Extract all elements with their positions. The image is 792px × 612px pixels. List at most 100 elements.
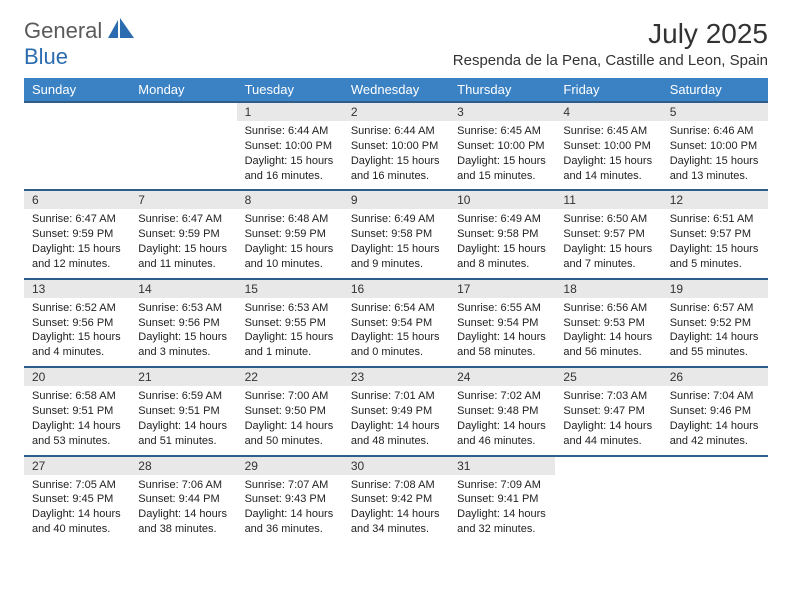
daylight-line: Daylight: 14 hours and 46 minutes. (457, 419, 547, 449)
day-content-cell (130, 121, 236, 190)
daylight-line: Daylight: 14 hours and 50 minutes. (245, 419, 335, 449)
sunrise-line: Sunrise: 6:53 AM (245, 301, 335, 316)
sunrise-line: Sunrise: 6:53 AM (138, 301, 228, 316)
logo-sail-icon (108, 18, 134, 38)
day-number-cell (662, 456, 768, 475)
day-number-cell: 2 (343, 102, 449, 121)
day-number-cell: 25 (555, 367, 661, 386)
calendar-table: Sunday Monday Tuesday Wednesday Thursday… (24, 78, 768, 543)
day-content-cell: Sunrise: 7:04 AMSunset: 9:46 PMDaylight:… (662, 386, 768, 455)
day-header: Sunday (24, 78, 130, 102)
day-number-cell: 14 (130, 279, 236, 298)
sunset-line: Sunset: 9:54 PM (457, 316, 547, 331)
day-content-cell: Sunrise: 6:44 AMSunset: 10:00 PMDaylight… (343, 121, 449, 190)
sunset-line: Sunset: 9:53 PM (563, 316, 653, 331)
content-row: Sunrise: 6:44 AMSunset: 10:00 PMDaylight… (24, 121, 768, 190)
day-header: Saturday (662, 78, 768, 102)
sunrise-line: Sunrise: 7:07 AM (245, 478, 335, 493)
sunset-line: Sunset: 9:57 PM (670, 227, 760, 242)
sunset-line: Sunset: 9:56 PM (138, 316, 228, 331)
day-content-cell: Sunrise: 6:53 AMSunset: 9:56 PMDaylight:… (130, 298, 236, 367)
daylight-line: Daylight: 15 hours and 13 minutes. (670, 154, 760, 184)
sunrise-line: Sunrise: 6:47 AM (32, 212, 122, 227)
day-content-cell: Sunrise: 6:55 AMSunset: 9:54 PMDaylight:… (449, 298, 555, 367)
daylight-line: Daylight: 15 hours and 10 minutes. (245, 242, 335, 272)
sunset-line: Sunset: 9:55 PM (245, 316, 335, 331)
day-content-cell: Sunrise: 6:50 AMSunset: 9:57 PMDaylight:… (555, 209, 661, 278)
sunset-line: Sunset: 10:00 PM (457, 139, 547, 154)
day-number-cell: 27 (24, 456, 130, 475)
daylight-line: Daylight: 14 hours and 38 minutes. (138, 507, 228, 537)
day-content-cell: Sunrise: 6:46 AMSunset: 10:00 PMDaylight… (662, 121, 768, 190)
content-row: Sunrise: 6:58 AMSunset: 9:51 PMDaylight:… (24, 386, 768, 455)
day-number-cell: 28 (130, 456, 236, 475)
day-content-cell: Sunrise: 7:03 AMSunset: 9:47 PMDaylight:… (555, 386, 661, 455)
sunset-line: Sunset: 9:58 PM (457, 227, 547, 242)
sunrise-line: Sunrise: 6:45 AM (457, 124, 547, 139)
day-header: Wednesday (343, 78, 449, 102)
header: General Blue July 2025 Respenda de la Pe… (24, 18, 768, 70)
daylight-line: Daylight: 15 hours and 5 minutes. (670, 242, 760, 272)
day-number-cell: 4 (555, 102, 661, 121)
sunset-line: Sunset: 9:51 PM (138, 404, 228, 419)
sunrise-line: Sunrise: 6:55 AM (457, 301, 547, 316)
day-number-cell: 16 (343, 279, 449, 298)
sunrise-line: Sunrise: 7:01 AM (351, 389, 441, 404)
day-content-cell: Sunrise: 6:56 AMSunset: 9:53 PMDaylight:… (555, 298, 661, 367)
sunset-line: Sunset: 9:57 PM (563, 227, 653, 242)
sunrise-line: Sunrise: 6:50 AM (563, 212, 653, 227)
daylight-line: Daylight: 14 hours and 42 minutes. (670, 419, 760, 449)
day-number-cell: 6 (24, 190, 130, 209)
logo-text-blue: Blue (24, 44, 68, 69)
daylight-line: Daylight: 15 hours and 3 minutes. (138, 330, 228, 360)
sunset-line: Sunset: 9:51 PM (32, 404, 122, 419)
sunset-line: Sunset: 9:44 PM (138, 492, 228, 507)
daylight-line: Daylight: 15 hours and 15 minutes. (457, 154, 547, 184)
day-content-cell: Sunrise: 7:05 AMSunset: 9:45 PMDaylight:… (24, 475, 130, 543)
sunset-line: Sunset: 10:00 PM (563, 139, 653, 154)
day-content-cell: Sunrise: 7:08 AMSunset: 9:42 PMDaylight:… (343, 475, 449, 543)
day-number-cell: 8 (237, 190, 343, 209)
sunrise-line: Sunrise: 7:06 AM (138, 478, 228, 493)
sunset-line: Sunset: 9:56 PM (32, 316, 122, 331)
daylight-line: Daylight: 14 hours and 51 minutes. (138, 419, 228, 449)
daylight-line: Daylight: 15 hours and 11 minutes. (138, 242, 228, 272)
sunrise-line: Sunrise: 6:49 AM (351, 212, 441, 227)
daylight-line: Daylight: 15 hours and 8 minutes. (457, 242, 547, 272)
sunrise-line: Sunrise: 7:04 AM (670, 389, 760, 404)
day-content-cell: Sunrise: 6:57 AMSunset: 9:52 PMDaylight:… (662, 298, 768, 367)
day-content-cell: Sunrise: 6:58 AMSunset: 9:51 PMDaylight:… (24, 386, 130, 455)
day-number-cell: 24 (449, 367, 555, 386)
daylight-line: Daylight: 15 hours and 7 minutes. (563, 242, 653, 272)
sunset-line: Sunset: 9:49 PM (351, 404, 441, 419)
sunrise-line: Sunrise: 6:56 AM (563, 301, 653, 316)
day-number-cell: 22 (237, 367, 343, 386)
daynum-row: 13141516171819 (24, 279, 768, 298)
day-content-cell: Sunrise: 6:59 AMSunset: 9:51 PMDaylight:… (130, 386, 236, 455)
sunrise-line: Sunrise: 7:00 AM (245, 389, 335, 404)
daynum-row: 6789101112 (24, 190, 768, 209)
logo-text-general: General (24, 18, 102, 43)
day-number-cell: 31 (449, 456, 555, 475)
sunset-line: Sunset: 9:52 PM (670, 316, 760, 331)
sunrise-line: Sunrise: 6:46 AM (670, 124, 760, 139)
daylight-line: Daylight: 14 hours and 55 minutes. (670, 330, 760, 360)
day-header: Thursday (449, 78, 555, 102)
content-row: Sunrise: 6:47 AMSunset: 9:59 PMDaylight:… (24, 209, 768, 278)
sunrise-line: Sunrise: 6:57 AM (670, 301, 760, 316)
day-number-cell: 30 (343, 456, 449, 475)
sunrise-line: Sunrise: 6:54 AM (351, 301, 441, 316)
sunrise-line: Sunrise: 6:44 AM (351, 124, 441, 139)
day-number-cell: 11 (555, 190, 661, 209)
sunrise-line: Sunrise: 6:45 AM (563, 124, 653, 139)
sunrise-line: Sunrise: 7:02 AM (457, 389, 547, 404)
day-number-cell: 21 (130, 367, 236, 386)
daylight-line: Daylight: 14 hours and 32 minutes. (457, 507, 547, 537)
daynum-row: 2728293031 (24, 456, 768, 475)
day-number-cell: 12 (662, 190, 768, 209)
day-number-cell: 7 (130, 190, 236, 209)
day-content-cell: Sunrise: 7:09 AMSunset: 9:41 PMDaylight:… (449, 475, 555, 543)
day-header: Friday (555, 78, 661, 102)
daylight-line: Daylight: 14 hours and 40 minutes. (32, 507, 122, 537)
day-number-cell: 5 (662, 102, 768, 121)
